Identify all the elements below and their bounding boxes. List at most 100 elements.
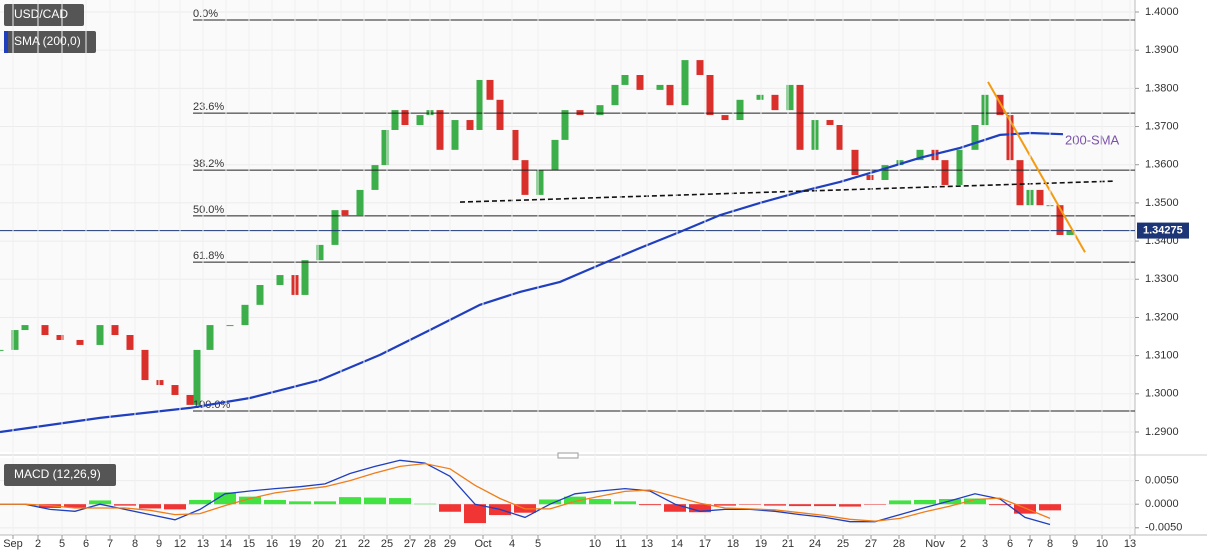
histogram-bar (364, 497, 386, 505)
histogram-bar (164, 504, 186, 510)
histogram-bar (964, 498, 986, 505)
candle (371, 165, 379, 190)
candle (756, 94, 764, 100)
candle (696, 60, 704, 75)
legend-label: SMA (200,0) (14, 34, 81, 48)
candle (206, 325, 214, 350)
histogram-bar (889, 500, 911, 505)
x-tick-label: 8 (1047, 538, 1053, 550)
histogram-bar (264, 499, 286, 505)
legend-box (4, 4, 84, 26)
histogram-bar (714, 504, 736, 506)
candle (681, 60, 689, 106)
legend-box (4, 464, 116, 486)
candle (706, 74, 714, 116)
candle (56, 335, 64, 340)
candle (316, 244, 324, 261)
fib-label: 50.0% (193, 204, 224, 216)
x-tick-label: 5 (535, 538, 541, 550)
histogram-bar (314, 501, 336, 505)
x-tick-label: 24 (809, 538, 821, 550)
y-tick-label: 1.3300 (1145, 273, 1179, 285)
price-panel (0, 0, 1135, 452)
resize-handle[interactable] (557, 452, 579, 459)
x-tick-label: 19 (755, 538, 767, 550)
histogram-bar (939, 499, 961, 505)
candle (596, 105, 604, 116)
histogram-bar (814, 504, 836, 507)
sma-annotation: 200-SMA (1065, 132, 1120, 147)
candle (826, 120, 834, 126)
x-tick-label: 4 (509, 538, 515, 550)
candle (21, 325, 29, 331)
candle (276, 275, 284, 285)
candle (971, 125, 979, 150)
x-tick-label: 18 (727, 538, 739, 550)
x-tick-label: 7 (1027, 538, 1033, 550)
x-tick-label: 10 (1096, 538, 1108, 550)
histogram-bar (839, 504, 861, 507)
sma-line (0, 131, 1064, 434)
x-tick-label: 8 (132, 538, 138, 550)
candle (0, 349, 4, 351)
histogram-bar (414, 503, 436, 505)
histogram-bar (464, 504, 486, 524)
y-tick-label: 1.3100 (1145, 350, 1179, 362)
x-tick-label: 15 (243, 538, 255, 550)
histogram-bar (864, 504, 886, 505)
candle (156, 380, 164, 386)
candle (451, 120, 459, 150)
candle (941, 160, 949, 185)
candle (226, 325, 234, 327)
y-tick-label: -0.0050 (1145, 522, 1182, 534)
last-price-label: 1.34275 (1143, 224, 1183, 236)
histogram-bar (64, 504, 86, 508)
histogram-bar (439, 504, 461, 512)
candle (401, 110, 409, 126)
y-tick-label: 1.3500 (1145, 197, 1179, 209)
candle (881, 165, 889, 180)
candle (1056, 205, 1064, 235)
candle (416, 115, 424, 126)
y-tick-label: 1.3800 (1145, 82, 1179, 94)
y-tick-label: 0.0000 (1145, 498, 1179, 510)
x-tick-label: 2 (960, 538, 966, 550)
last-price-box (1137, 222, 1189, 239)
histogram-bar (564, 496, 586, 505)
histogram-bar (114, 504, 136, 506)
x-tick-label: Nov (925, 538, 945, 550)
histogram-bar (289, 501, 311, 505)
candle (141, 349, 149, 381)
x-tick-label: Oct (474, 538, 491, 550)
histogram-bar (789, 504, 811, 507)
fib-label: 38.2% (193, 158, 224, 170)
candle (341, 210, 349, 216)
candle (796, 84, 804, 150)
candle (171, 385, 179, 395)
candle (611, 84, 619, 106)
candle (771, 94, 779, 111)
y-tick-label: 1.3600 (1145, 159, 1179, 171)
candle (436, 110, 444, 150)
x-tick-label: 20 (312, 538, 324, 550)
candle (41, 325, 49, 336)
neckline (459, 180, 1116, 203)
histogram-bar (189, 499, 211, 505)
candle (11, 330, 19, 350)
histogram-bar (139, 504, 161, 509)
candle (786, 84, 794, 111)
candle (391, 110, 399, 130)
candle (576, 110, 584, 116)
x-tick-label: 6 (1007, 538, 1013, 550)
candle (851, 149, 859, 176)
candle (621, 74, 629, 85)
legend-box (4, 31, 96, 53)
histogram-bar (339, 497, 361, 505)
x-tick-label: 21 (782, 538, 794, 550)
candle (736, 99, 744, 121)
x-tick-label: 28 (893, 538, 905, 550)
candle (561, 110, 569, 140)
candle (521, 160, 529, 195)
histogram-bar (1039, 504, 1061, 511)
